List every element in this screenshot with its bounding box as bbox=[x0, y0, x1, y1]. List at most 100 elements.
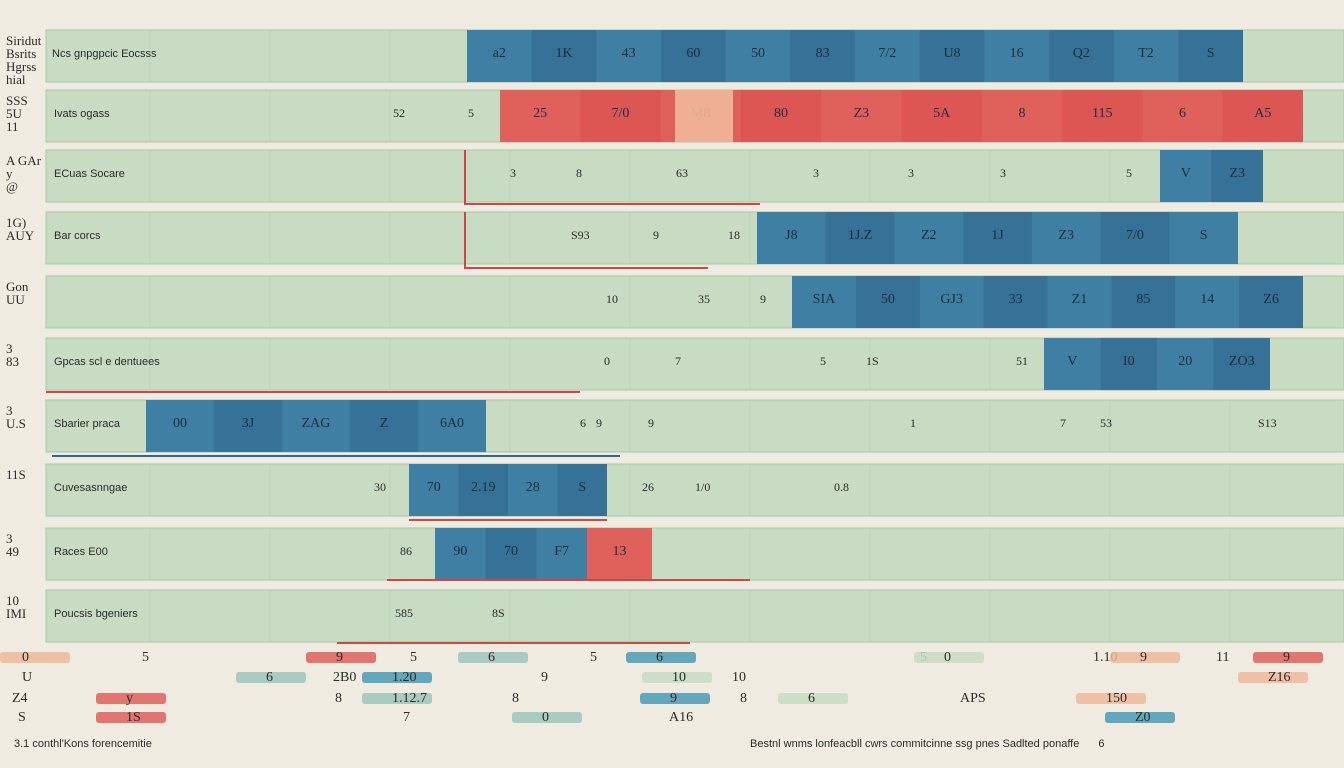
legend-swatch bbox=[306, 652, 376, 663]
bar-cell bbox=[740, 90, 822, 142]
row-track bbox=[45, 589, 1344, 643]
bar-cell bbox=[790, 30, 855, 82]
row-label: Sbarier praca bbox=[54, 418, 121, 430]
bottom-tick-label: 9 bbox=[1140, 650, 1147, 665]
bar-value-label: 8 bbox=[1018, 106, 1025, 121]
bar-cell bbox=[855, 276, 920, 328]
gutter-label-group: 3 U.S bbox=[6, 404, 46, 430]
bar-cell bbox=[350, 400, 418, 452]
track-value-label: 18 bbox=[728, 228, 740, 242]
legend-swatch bbox=[236, 672, 306, 683]
gutter-label: @ bbox=[6, 179, 18, 194]
bar-value-label: 33 bbox=[1009, 292, 1023, 307]
bar-cell bbox=[661, 30, 726, 82]
bar-value-label: 6 bbox=[1179, 106, 1186, 121]
row-label: Bar corcs bbox=[54, 230, 101, 242]
row-label: Gpcas scl e dentuees bbox=[54, 356, 160, 368]
bottom-tick-label: y bbox=[126, 691, 133, 706]
legend-swatch bbox=[458, 652, 528, 663]
bar-value-label: 20 bbox=[1178, 354, 1192, 369]
bottom-tick-label: U bbox=[22, 670, 33, 685]
bar-cell bbox=[557, 464, 607, 516]
gutter-label: 5U bbox=[6, 106, 22, 121]
legend-swatch bbox=[512, 712, 582, 723]
footer-legend: Bestnl wnms lonfeacbll cwrs commitcinne … bbox=[750, 738, 1105, 750]
bottom-tick-label: 150 bbox=[1106, 691, 1127, 706]
bar-value-label: U8 bbox=[943, 46, 960, 61]
bar-cell bbox=[214, 400, 282, 452]
bar-value-label: a2 bbox=[493, 46, 506, 61]
bar-value-label: ZO3 bbox=[1229, 354, 1255, 369]
track-value-label: 0.8 bbox=[834, 480, 849, 494]
track-value-label: 9 bbox=[760, 292, 766, 306]
footer-note: 3.1 conthl'Kons forencemitie bbox=[14, 738, 152, 750]
track-value-label: 26 bbox=[642, 480, 654, 494]
track-value-label: 35 bbox=[698, 292, 710, 306]
bar-value-label: Z3 bbox=[1229, 166, 1245, 181]
bottom-tick-label: 6 bbox=[266, 670, 273, 685]
track-value-label: 63 bbox=[676, 166, 688, 180]
legend-swatch bbox=[1238, 672, 1308, 683]
bottom-tick-label: 7 bbox=[403, 710, 410, 725]
bar-value-label: 50 bbox=[881, 292, 895, 307]
gutter-label: UU bbox=[6, 292, 25, 307]
bar-value-label: Z3 bbox=[1058, 228, 1074, 243]
gutter-label: y bbox=[6, 166, 13, 181]
bar-cell bbox=[983, 276, 1048, 328]
bar-cell bbox=[580, 90, 661, 142]
bar-value-label: 1J bbox=[991, 228, 1004, 243]
track-value-label: 10 bbox=[606, 292, 618, 306]
row-label: Ivats ogass bbox=[54, 108, 110, 120]
bar-segment bbox=[146, 400, 486, 452]
bar-value-label: 70 bbox=[504, 544, 518, 559]
track-value-label: 5 bbox=[468, 106, 474, 120]
bar-cell bbox=[901, 90, 982, 142]
bar-value-label: V bbox=[1181, 166, 1191, 181]
track-value-label: 3 bbox=[908, 166, 914, 180]
gutter-label: U.S bbox=[6, 416, 26, 431]
bar-value-label: 7/2 bbox=[878, 46, 896, 61]
gutter-label: Bsrits bbox=[6, 46, 37, 61]
bottom-tick-label: S bbox=[18, 710, 26, 725]
bar-value-label: 14 bbox=[1200, 292, 1214, 307]
track-value-label: S13 bbox=[1258, 416, 1277, 430]
track-value-label: 7 bbox=[1060, 416, 1066, 430]
bar-value-label: 90 bbox=[453, 544, 467, 559]
bottom-axis-area: 0595656501.109119U62B01.2091010Z16Z4y81.… bbox=[0, 644, 1344, 768]
bar-cell bbox=[1100, 338, 1157, 390]
bar-value-label: J8 bbox=[785, 228, 797, 243]
bar-value-label: 5A bbox=[933, 106, 951, 121]
bar-value-label: S bbox=[578, 480, 586, 495]
legend-swatch bbox=[1253, 652, 1323, 663]
bar-cell bbox=[963, 212, 1032, 264]
bar-cell bbox=[1100, 212, 1170, 264]
bar-value-label: 00 bbox=[173, 416, 187, 431]
bar-segment bbox=[587, 528, 652, 580]
bar-cell bbox=[1239, 276, 1303, 328]
bar-value-label: 50 bbox=[751, 46, 765, 61]
bar-value-label: 6A0 bbox=[440, 416, 464, 431]
track-value-label: 1 bbox=[910, 416, 916, 430]
gutter-label-group: 3 83 bbox=[6, 342, 46, 368]
bar-cell bbox=[1211, 150, 1263, 202]
row-track bbox=[45, 463, 1344, 517]
gutter-label: 11 bbox=[6, 119, 19, 134]
bar-value-label: S bbox=[1207, 46, 1215, 61]
track-value-label: 8 bbox=[576, 166, 582, 180]
gutter-label: A GAr bbox=[6, 153, 42, 168]
gutter-label-group: 1G) AUY bbox=[6, 216, 46, 242]
bar-value-label: Q2 bbox=[1073, 46, 1090, 61]
legend-swatch bbox=[626, 652, 696, 663]
row-label: Poucsis bgeniers bbox=[54, 608, 138, 620]
bottom-tick-label: 5 bbox=[142, 650, 149, 665]
bar-value-label: 70 bbox=[427, 480, 441, 495]
track-value-label: 1S bbox=[866, 354, 879, 368]
track-value-label: 9 bbox=[648, 416, 654, 430]
bottom-tick-label: 1S bbox=[126, 710, 141, 725]
track-value-label: 1/0 bbox=[695, 480, 710, 494]
bar-value-label: 1K bbox=[555, 46, 572, 61]
bottom-tick-label: 9 bbox=[1283, 650, 1290, 665]
bar-value-label: 1J.Z bbox=[848, 228, 873, 243]
track-value-label: 9 bbox=[596, 416, 602, 430]
gutter-label-group: SSS 5U 11 bbox=[6, 94, 46, 133]
